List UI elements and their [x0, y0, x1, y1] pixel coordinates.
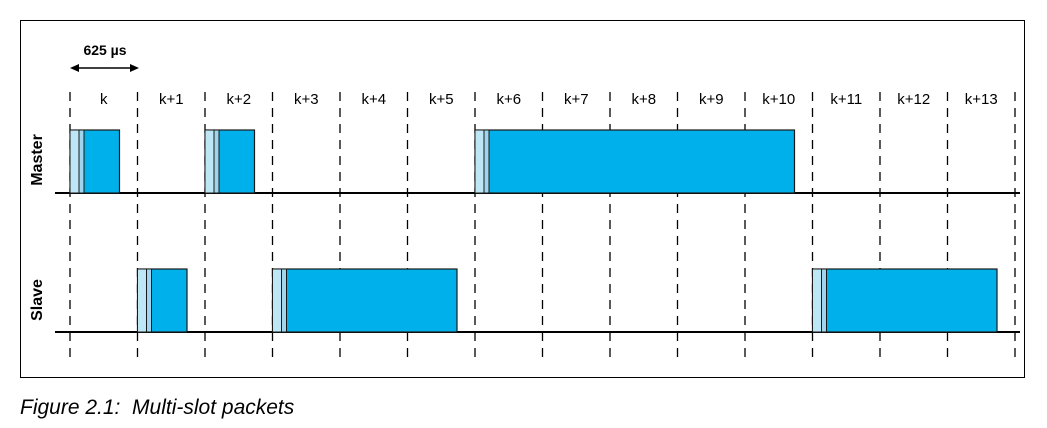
packet-header	[146, 268, 152, 333]
slot-label: k+7	[564, 91, 589, 108]
master-packet	[204, 129, 256, 194]
packet-access-code	[272, 268, 282, 333]
master-packet	[69, 129, 121, 194]
packet-payload	[271, 268, 458, 333]
slot-label: k+11	[830, 91, 862, 108]
slot-duration-label: 625 µs	[83, 42, 126, 58]
slot-label: k+10	[762, 91, 795, 108]
packet-payload	[474, 129, 796, 194]
duration-arrow-left-head	[70, 64, 79, 72]
slave-packet	[271, 268, 458, 333]
packet-access-code	[137, 268, 147, 333]
slot-label: k+13	[965, 91, 998, 108]
slot-label: k+9	[699, 91, 724, 108]
figure-caption: Figure 2.1: Multi-slot packets	[20, 396, 295, 419]
slot-label: k+1	[159, 91, 184, 108]
slot-labels: k k+1 k+2 k+3 k+4 k+5 k+6 k+7 k+8 k+9 k+10 k+11 k+12…	[100, 91, 998, 108]
slot-label: k+5	[429, 91, 454, 108]
row-label-slave: Slave	[29, 279, 46, 321]
packets	[69, 129, 998, 333]
slave-packet	[136, 268, 188, 333]
packet-header	[483, 129, 490, 194]
packet-header	[821, 268, 827, 333]
slot-label: k+2	[226, 91, 251, 108]
packet-access-code	[474, 129, 485, 194]
slot-label: k+4	[361, 91, 386, 108]
slot-label: k	[100, 91, 108, 108]
packet-header	[213, 129, 220, 194]
row-label-master: Master	[29, 134, 46, 186]
packet-payload	[811, 268, 998, 333]
slot-label: k+6	[496, 91, 521, 108]
slot-duration-indicator: 625 µs	[70, 42, 139, 72]
packet-header	[78, 129, 85, 194]
packet-header	[281, 268, 287, 333]
master-packet	[474, 129, 796, 194]
timing-diagram: k k+1 k+2 k+3 k+4 k+5 k+6 k+7 k+8 k+9 k+10 k+11 k+12…	[29, 42, 1020, 362]
duration-arrow-right-head	[130, 64, 139, 72]
packet-access-code	[69, 129, 80, 194]
figure-frame	[20, 20, 1025, 378]
packet-access-code	[204, 129, 215, 194]
packet-access-code	[812, 268, 822, 333]
slot-label: k+8	[631, 91, 656, 108]
slave-packet	[811, 268, 998, 333]
slot-label: k+3	[294, 91, 319, 108]
slot-label: k+12	[897, 91, 930, 108]
